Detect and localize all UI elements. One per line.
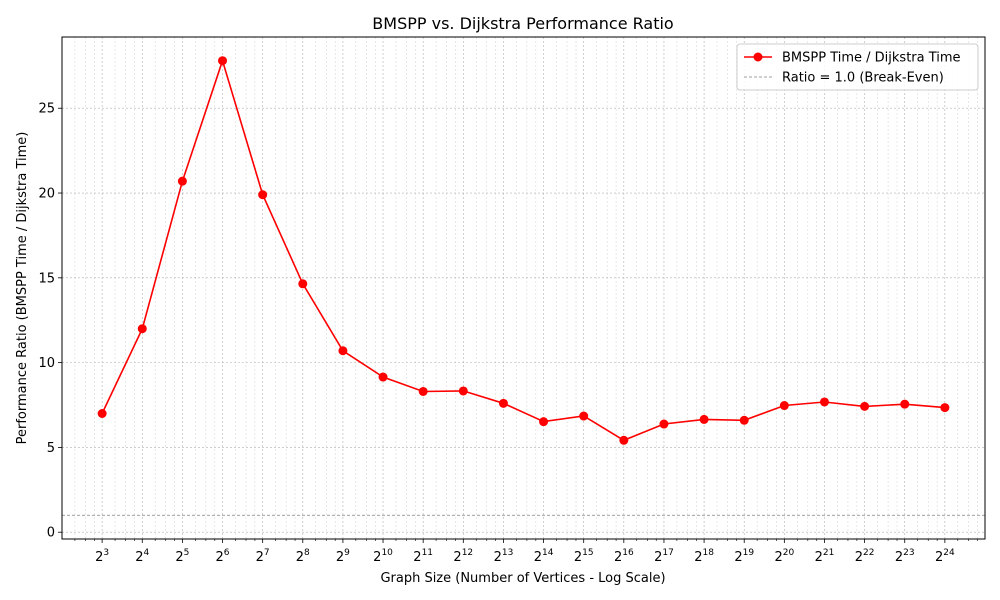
x-tick-label: 23 [95, 548, 109, 565]
chart-title: BMSPP vs. Dijkstra Performance Ratio [372, 14, 673, 33]
data-point [779, 401, 789, 411]
data-point [458, 386, 468, 396]
series-line [101, 58, 945, 442]
x-tick-label: 223 [895, 548, 915, 565]
y-axis: 0 5 10 15 20 25 [38, 102, 62, 541]
x-tick-label: 220 [774, 548, 794, 565]
data-point [177, 176, 187, 186]
data-point [218, 56, 228, 66]
y-tick-label: 10 [38, 356, 55, 371]
major-gridlines [62, 37, 985, 539]
data-point [739, 415, 749, 425]
y-tick-label: 5 [47, 441, 55, 456]
x-tick-label: 212 [453, 548, 473, 565]
x-tick-label: 213 [494, 548, 514, 565]
legend: BMSPP Time / Dijkstra Time Ratio = 1.0 (… [736, 43, 979, 91]
y-tick-label: 15 [38, 271, 55, 286]
plot-frame [61, 36, 986, 540]
x-tick-label: 222 [855, 548, 875, 565]
x-tick-label: 24 [135, 548, 149, 565]
x-tick-label: 26 [216, 548, 230, 565]
data-point [619, 435, 629, 445]
y-axis-label: Performance Ratio (BMSPP Time / Dijkstra… [15, 132, 30, 445]
legend-reference-label: Ratio = 1.0 (Break-Even) [782, 71, 944, 86]
x-tick-label: 29 [336, 548, 350, 565]
x-tick-label: 210 [373, 548, 393, 565]
x-tick-label: 224 [935, 548, 955, 565]
y-tick-label: 25 [38, 102, 55, 117]
data-point [699, 414, 709, 424]
x-tick-label: 221 [815, 548, 835, 565]
data-point [258, 190, 268, 200]
data-point [298, 279, 308, 289]
legend-series-label: BMSPP Time / Dijkstra Time [782, 51, 961, 66]
data-point [940, 403, 950, 413]
x-axis: 23 24 25 26 27 28 29 210 211 212 213 214 215 216 217 21… [74, 539, 978, 565]
y-tick-label: 0 [47, 526, 55, 541]
series-layer [97, 56, 950, 445]
data-point [659, 419, 669, 429]
x-tick-label: 28 [296, 548, 310, 565]
data-point [498, 398, 508, 408]
x-tick-label: 214 [534, 548, 554, 565]
data-point [418, 386, 428, 396]
x-tick-label: 27 [256, 548, 270, 565]
data-point [338, 346, 348, 356]
data-point [900, 399, 910, 409]
legend-series-marker [753, 52, 763, 62]
x-tick-label: 219 [734, 548, 754, 565]
data-point [579, 411, 589, 421]
x-axis-label: Graph Size (Number of Vertices - Log Sca… [380, 571, 665, 586]
x-tick-label: 25 [175, 548, 189, 565]
data-point [860, 401, 870, 411]
x-tick-label: 217 [654, 548, 674, 565]
y-tick-label: 20 [38, 187, 55, 202]
legend-box [736, 43, 979, 91]
x-tick-label: 216 [614, 548, 634, 565]
data-point [539, 417, 549, 427]
x-tick-label: 215 [574, 548, 594, 565]
x-tick-label: 211 [413, 548, 433, 565]
x-tick-label: 218 [694, 548, 714, 565]
data-point [819, 397, 829, 407]
data-point [378, 372, 388, 382]
data-point [137, 324, 147, 334]
data-point [97, 409, 107, 418]
